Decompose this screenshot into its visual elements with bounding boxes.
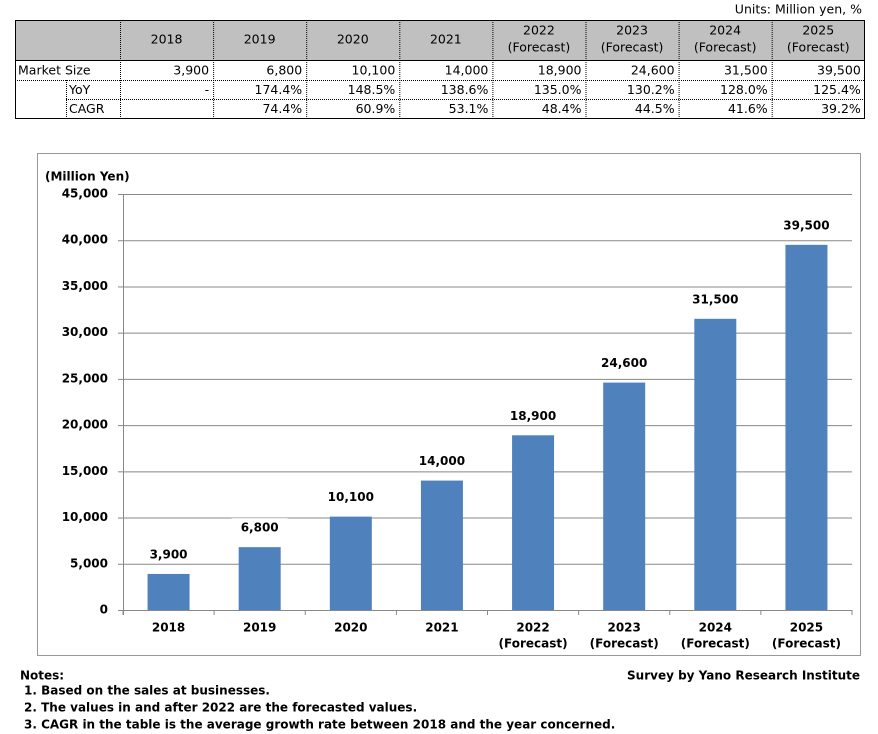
column-header: 2018 — [151, 32, 183, 47]
table-cell: 14,000 — [445, 63, 489, 78]
column-header: 2022 — [523, 23, 555, 38]
y-tick-label: 25,000 — [62, 371, 108, 385]
x-tick-label: 2023 — [607, 621, 640, 635]
data-label-bg — [413, 451, 470, 470]
table-cell: 18,900 — [538, 63, 582, 78]
column-header: 2020 — [337, 32, 369, 47]
table-cell: 48.4% — [542, 101, 582, 116]
x-tick-label: 2025 — [790, 621, 823, 635]
x-tick-label: 2018 — [152, 621, 185, 635]
column-header: 2023 — [616, 23, 648, 38]
table-cell: 24,600 — [631, 63, 675, 78]
y-tick-label: 35,000 — [62, 279, 108, 293]
y-tick-label: 0 — [100, 603, 108, 617]
table-header-bg — [15, 20, 865, 60]
table-cell: 148.5% — [348, 82, 396, 97]
x-tick-note: (Forecast) — [681, 637, 750, 651]
table-cell: 10,100 — [352, 63, 396, 78]
x-tick-label: 2019 — [243, 621, 276, 635]
data-label: 24,600 — [601, 356, 647, 370]
table-cell: 130.2% — [627, 82, 675, 97]
y-tick-label: 40,000 — [62, 233, 108, 247]
data-label: 14,000 — [419, 454, 465, 468]
table-cell: - — [205, 82, 210, 97]
bar — [329, 516, 372, 610]
y-tick-label: 45,000 — [62, 187, 108, 201]
bar — [420, 480, 463, 610]
column-header: 2019 — [244, 32, 276, 47]
table-cell: 53.1% — [449, 101, 489, 116]
table-cell: 138.6% — [441, 82, 489, 97]
data-label-bg — [140, 544, 197, 563]
data-label: 6,800 — [241, 521, 279, 535]
x-tick-note: (Forecast) — [499, 637, 568, 651]
table-cell: 3,900 — [173, 63, 209, 78]
data-label-bg — [505, 406, 562, 425]
column-note: (Forecast) — [787, 40, 850, 55]
source: Survey by Yano Research Institute — [627, 669, 860, 683]
y-tick-label: 5,000 — [70, 556, 108, 570]
x-tick-note: (Forecast) — [772, 637, 841, 651]
table-cell: 44.5% — [635, 101, 675, 116]
notes-title: Notes: — [20, 669, 64, 683]
x-tick-note: (Forecast) — [590, 637, 659, 651]
y-tick-label: 15,000 — [62, 464, 108, 478]
row-label: YoY — [68, 82, 91, 97]
data-label: 3,900 — [150, 547, 188, 561]
bar — [512, 435, 555, 610]
y-tick-label: 30,000 — [62, 325, 108, 339]
data-label-bg — [322, 487, 379, 506]
note: 1. Based on the sales at businesses. — [24, 684, 270, 698]
table-cell: 135.0% — [534, 82, 582, 97]
y-tick-label: 10,000 — [62, 510, 108, 524]
data-label-bg — [687, 289, 744, 308]
column-note: (Forecast) — [508, 40, 571, 55]
row-label: Market Size — [18, 63, 91, 78]
table-cell: 125.4% — [813, 82, 861, 97]
x-tick-label: 2024 — [699, 621, 732, 635]
data-label: 39,500 — [783, 218, 829, 232]
data-label: 18,900 — [510, 409, 556, 423]
table-cell: 31,500 — [724, 63, 768, 78]
data-label: 31,500 — [692, 292, 738, 306]
table-cell: 41.6% — [728, 101, 768, 116]
y-axis-label: (Million Yen) — [45, 170, 130, 184]
table-cell: 39,500 — [817, 63, 861, 78]
table-cell: 174.4% — [255, 82, 303, 97]
units: Units: Million yen, % — [735, 2, 862, 17]
bar — [238, 547, 281, 610]
data-label: 10,100 — [328, 490, 374, 504]
row-label: CAGR — [69, 101, 105, 116]
table-cell: 6,800 — [266, 63, 302, 78]
bar — [694, 318, 737, 610]
table-cell: 74.4% — [262, 101, 302, 116]
column-note: (Forecast) — [694, 40, 757, 55]
column-note: (Forecast) — [601, 40, 664, 55]
table-cell: 128.0% — [720, 82, 768, 97]
column-header: 2024 — [709, 23, 741, 38]
x-tick-label: 2020 — [334, 621, 367, 635]
x-tick-label: 2021 — [425, 621, 458, 635]
table-cell: 39.2% — [821, 101, 861, 116]
data-label-bg — [596, 353, 653, 372]
bar — [785, 244, 828, 610]
data-label-bg — [778, 215, 835, 234]
note: 3. CAGR in the table is the average grow… — [24, 718, 615, 732]
column-header: 2025 — [802, 23, 834, 38]
bar — [603, 382, 646, 610]
column-header: 2021 — [430, 32, 462, 47]
y-tick-label: 20,000 — [62, 418, 108, 432]
note: 2. The values in and after 2022 are the … — [24, 701, 417, 715]
chart-frame — [37, 153, 861, 656]
table-cell: 60.9% — [356, 101, 396, 116]
bar — [147, 573, 190, 610]
x-tick-label: 2022 — [516, 621, 549, 635]
data-label-bg — [231, 518, 288, 537]
